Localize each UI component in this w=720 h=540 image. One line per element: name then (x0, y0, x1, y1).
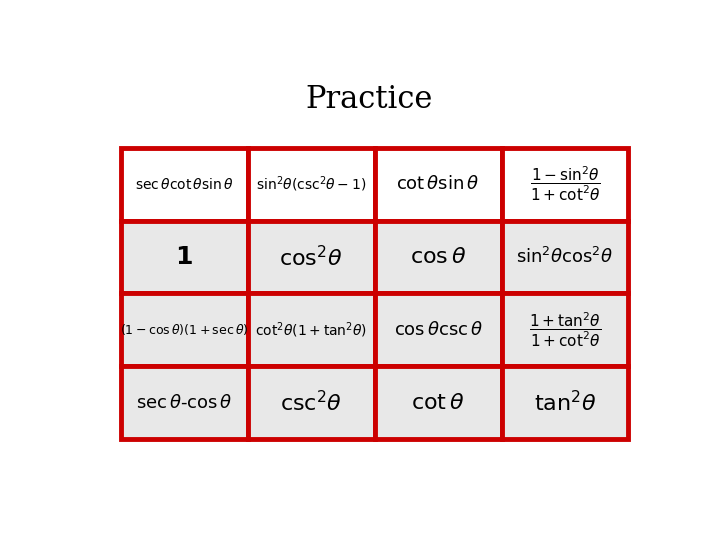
Bar (248, 221, 374, 294)
Text: $(1-\cos\theta)(1+\sec\theta)$: $(1-\cos\theta)(1+\sec\theta)$ (120, 322, 248, 338)
Text: $\cot\theta\sin\theta$: $\cot\theta\sin\theta$ (397, 176, 480, 193)
Bar (374, 366, 502, 439)
Bar (121, 366, 248, 439)
Bar (121, 221, 248, 294)
Text: $\mathbf{1}$: $\mathbf{1}$ (175, 245, 193, 269)
Text: $\csc^2\!\theta$: $\csc^2\!\theta$ (280, 390, 342, 415)
Text: $\dfrac{1+\tan^2\!\theta}{1+\cot^2\!\theta}$: $\dfrac{1+\tan^2\!\theta}{1+\cot^2\!\the… (529, 311, 601, 349)
Text: $\dfrac{1-\sin^2\!\theta}{1+\cot^2\!\theta}$: $\dfrac{1-\sin^2\!\theta}{1+\cot^2\!\the… (530, 165, 600, 204)
Text: $\sec\theta\cot\theta\sin\theta$: $\sec\theta\cot\theta\sin\theta$ (135, 177, 233, 192)
Bar (248, 366, 374, 439)
Text: $\cos^2\!\theta$: $\cos^2\!\theta$ (279, 245, 343, 269)
Bar (502, 293, 629, 366)
Text: $\cos\theta\csc\theta$: $\cos\theta\csc\theta$ (394, 321, 482, 339)
Bar (374, 293, 502, 366)
Text: Practice: Practice (305, 84, 433, 114)
Text: $\sin^2\!\theta(\csc^2\!\theta-1)$: $\sin^2\!\theta(\csc^2\!\theta-1)$ (256, 174, 366, 194)
Bar (121, 293, 248, 366)
Bar (248, 148, 374, 221)
Bar (502, 148, 629, 221)
Bar (121, 148, 248, 221)
Bar (248, 293, 374, 366)
Text: $\cot\theta$: $\cot\theta$ (411, 393, 464, 413)
Text: $\sin^2\!\theta\cos^2\!\theta$: $\sin^2\!\theta\cos^2\!\theta$ (516, 247, 613, 267)
Text: $\sec\theta\text{-}\cos\theta$: $\sec\theta\text{-}\cos\theta$ (136, 394, 233, 411)
Text: $\cot^2\!\theta(1+\tan^2\!\theta)$: $\cot^2\!\theta(1+\tan^2\!\theta)$ (255, 320, 367, 340)
Bar (502, 366, 629, 439)
Bar (374, 148, 502, 221)
Bar (374, 221, 502, 294)
Bar (502, 221, 629, 294)
Text: $\tan^2\!\theta$: $\tan^2\!\theta$ (534, 390, 596, 415)
Text: $\cos\theta$: $\cos\theta$ (410, 247, 466, 267)
